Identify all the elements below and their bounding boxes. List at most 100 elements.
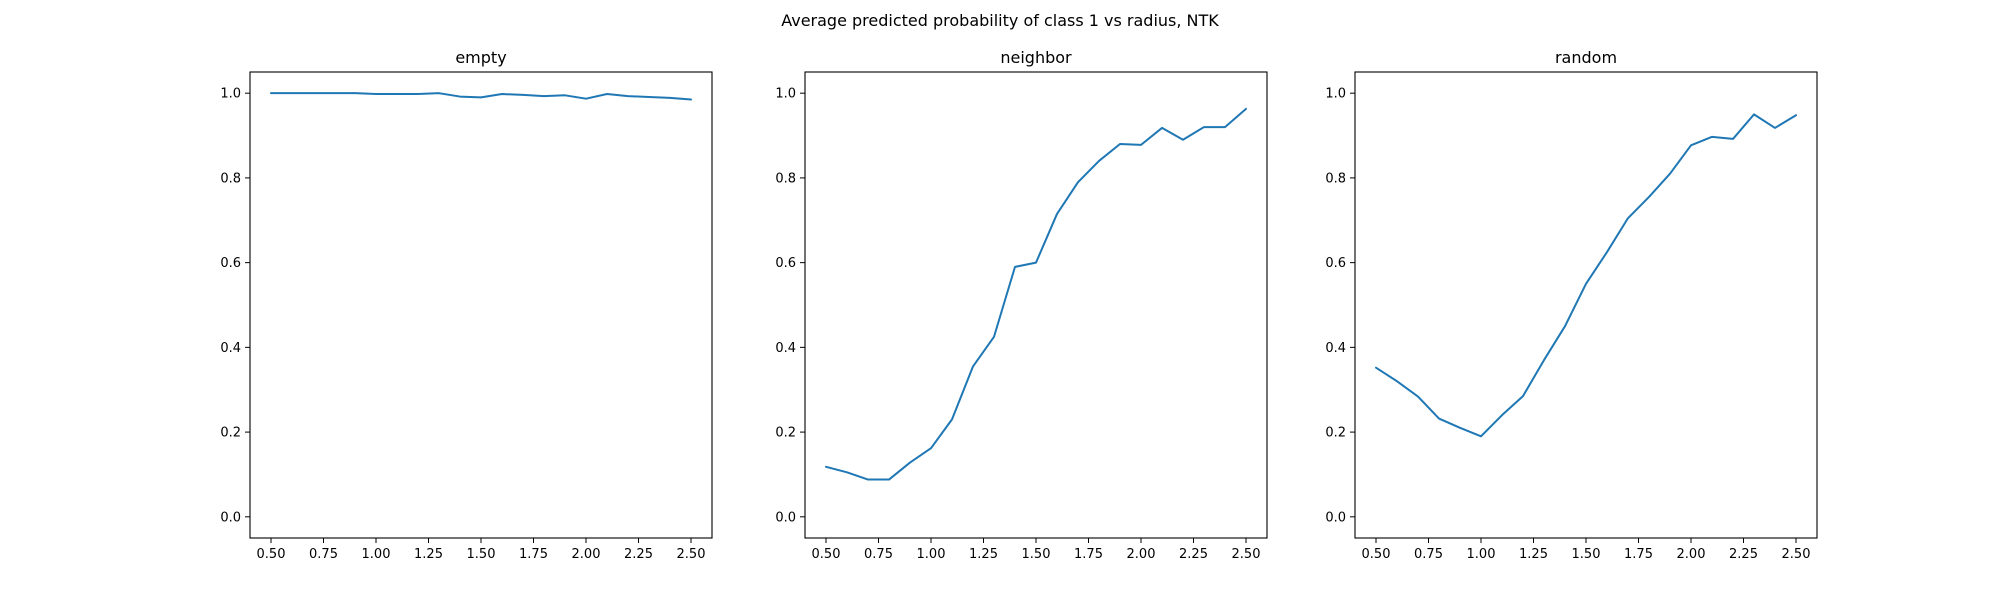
data-point — [585, 98, 587, 100]
x-tick-label: 1.50 — [467, 547, 496, 562]
data-point — [1753, 113, 1755, 115]
data-point — [1648, 196, 1650, 198]
data-point — [1098, 160, 1100, 162]
data-point — [1119, 143, 1121, 145]
data-point — [825, 466, 827, 468]
data-point — [1459, 427, 1461, 429]
y-tick-label: 0.2 — [220, 426, 241, 441]
x-tick-label: 2.00 — [1677, 547, 1706, 562]
data-point — [1480, 435, 1482, 437]
data-point — [1795, 114, 1797, 116]
figure-title: Average predicted probability of class 1… — [781, 11, 1219, 30]
data-point — [564, 94, 566, 96]
data-point — [648, 96, 650, 98]
subplot-title: empty — [455, 48, 506, 67]
data-point — [627, 95, 629, 97]
subplots: empty 0.50 0.75 1.00 1.25 1.50 1.75 2.00 2.25 2.5… — [220, 48, 1818, 562]
data-point — [1224, 126, 1226, 128]
data-point — [270, 92, 272, 94]
x-tick-label: 2.25 — [1179, 547, 1208, 562]
x-tick-label: 1.75 — [519, 547, 548, 562]
data-point — [1774, 127, 1776, 129]
x-tick-label: 1.75 — [1624, 547, 1653, 562]
data-point — [1627, 217, 1629, 219]
data-point — [543, 95, 545, 97]
data-point — [501, 93, 503, 95]
x-tick-label: 0.75 — [864, 547, 893, 562]
x-tick-label: 2.50 — [677, 547, 706, 562]
data-point — [606, 93, 608, 95]
data-point — [1501, 414, 1503, 416]
data-point — [1585, 283, 1587, 285]
x-tick-label: 1.75 — [1074, 547, 1103, 562]
data-point — [1417, 396, 1419, 398]
y-tick-label: 1.0 — [775, 87, 796, 102]
data-point — [972, 365, 974, 367]
axes-frame — [1354, 71, 1818, 539]
data-point — [1564, 325, 1566, 327]
data-point — [1140, 144, 1142, 146]
y-tick-label: 0.6 — [220, 256, 241, 271]
data-point — [312, 92, 314, 94]
subplot-title: neighbor — [1000, 48, 1072, 67]
x-tick-label: 0.75 — [1414, 547, 1443, 562]
data-point — [930, 447, 932, 449]
y-tick-label: 1.0 — [1325, 87, 1346, 102]
data-point — [690, 99, 692, 101]
data-point — [888, 479, 890, 481]
x-tick-label: 1.50 — [1572, 547, 1601, 562]
data-point — [1543, 359, 1545, 361]
data-point — [669, 97, 671, 99]
y-tick-label: 0.4 — [220, 341, 241, 356]
x-tick-label: 0.50 — [1362, 547, 1391, 562]
y-tick-label: 0.2 — [1325, 426, 1346, 441]
x-tick-label: 1.00 — [917, 547, 946, 562]
x-tick-label: 2.00 — [1127, 547, 1156, 562]
data-point — [1522, 395, 1524, 397]
x-tick-label: 2.25 — [624, 547, 653, 562]
data-point — [459, 96, 461, 98]
data-point — [1690, 144, 1692, 146]
x-tick-label: 2.50 — [1232, 547, 1261, 562]
data-point — [1396, 380, 1398, 382]
subplot-random: random 0.50 0.75 1.00 1.25 1.50 1.75 2.00 2.25 2.… — [1325, 48, 1818, 562]
data-point — [951, 418, 953, 420]
y-tick-label: 0.6 — [775, 256, 796, 271]
data-point — [438, 92, 440, 94]
x-tick-label: 2.50 — [1782, 547, 1811, 562]
y-tick-label: 0.6 — [1325, 256, 1346, 271]
x-tick-label: 0.50 — [257, 547, 286, 562]
x-tick-label: 1.25 — [414, 547, 443, 562]
data-point — [396, 93, 398, 95]
y-tick-label: 1.0 — [220, 87, 241, 102]
data-point — [993, 336, 995, 338]
data-point — [867, 479, 869, 481]
data-point — [1438, 418, 1440, 420]
subplot-empty: empty 0.50 0.75 1.00 1.25 1.50 1.75 2.00 2.25 2.5… — [220, 48, 713, 562]
data-point — [1732, 138, 1734, 140]
data-point — [291, 92, 293, 94]
y-tick-label: 0.2 — [775, 426, 796, 441]
data-point — [1669, 173, 1671, 175]
data-point — [1711, 136, 1713, 138]
axes-frame — [804, 71, 1268, 539]
data-point — [417, 93, 419, 95]
data-point — [846, 471, 848, 473]
series-line-random — [1375, 113, 1797, 438]
data-point — [1203, 126, 1205, 128]
y-tick-label: 0.8 — [1325, 171, 1346, 186]
x-tick-label: 0.75 — [309, 547, 338, 562]
data-point — [1245, 108, 1247, 110]
y-tick-label: 0.8 — [775, 171, 796, 186]
data-point — [1035, 262, 1037, 264]
x-tick-label: 2.25 — [1729, 547, 1758, 562]
x-tick-label: 0.50 — [812, 547, 841, 562]
y-tick-label: 0.4 — [1325, 341, 1346, 356]
y-tick-label: 0.0 — [1325, 510, 1346, 525]
x-tick-label: 1.25 — [969, 547, 998, 562]
y-tick-label: 0.0 — [775, 510, 796, 525]
data-point — [375, 93, 377, 95]
x-tick-label: 2.00 — [572, 547, 601, 562]
subplot-title: random — [1555, 48, 1617, 67]
